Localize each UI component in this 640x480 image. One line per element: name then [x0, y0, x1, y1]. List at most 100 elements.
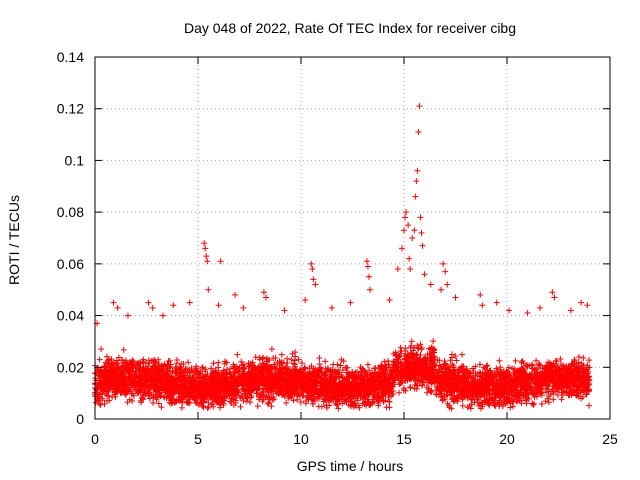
- data-point: [242, 380, 249, 387]
- data-point: [148, 357, 155, 364]
- data-point: [283, 378, 290, 385]
- data-point: [464, 404, 471, 411]
- data-point: [394, 368, 401, 375]
- data-point: [571, 356, 578, 363]
- data-point: [177, 390, 184, 397]
- data-point: [374, 398, 381, 405]
- data-point: [202, 366, 209, 373]
- data-point: [180, 360, 187, 367]
- data-point: [241, 390, 248, 397]
- data-point: [483, 363, 490, 370]
- data-point: [454, 378, 461, 385]
- data-point: [533, 391, 540, 398]
- data-point: [284, 360, 291, 367]
- data-point: [556, 368, 563, 375]
- data-point: [449, 361, 456, 368]
- data-point: [148, 391, 155, 398]
- data-point: [129, 397, 136, 404]
- data-point: [136, 364, 143, 371]
- data-point: [569, 388, 576, 395]
- data-point: [504, 372, 511, 379]
- data-point: [519, 371, 526, 378]
- data-point: [120, 346, 127, 353]
- data-point: [469, 365, 476, 372]
- data-point: [196, 385, 203, 392]
- data-point: [544, 382, 551, 389]
- data-point: [220, 368, 227, 375]
- data-point: [249, 361, 256, 368]
- data-point: [270, 355, 277, 362]
- data-point: [309, 400, 316, 407]
- data-point: [414, 344, 421, 351]
- data-point: [252, 354, 259, 361]
- data-point: [574, 366, 581, 373]
- data-point: [526, 373, 533, 380]
- data-point: [164, 367, 171, 374]
- data-point: [263, 356, 270, 363]
- data-point: [118, 389, 125, 396]
- data-point: [424, 355, 431, 362]
- data-point: [480, 364, 487, 371]
- data-point: [403, 374, 410, 381]
- data-point: [518, 382, 525, 389]
- data-point: [543, 376, 550, 383]
- data-point: [452, 353, 459, 360]
- data-point: [334, 401, 341, 408]
- data-point: [316, 355, 323, 362]
- data-point: [238, 393, 245, 400]
- data-point: [224, 366, 231, 373]
- data-point: [430, 369, 437, 376]
- data-point: [241, 385, 248, 392]
- data-point: [316, 370, 323, 377]
- data-point: [348, 372, 355, 379]
- data-point: [463, 377, 470, 384]
- data-point: [287, 366, 294, 373]
- data-point: [245, 360, 252, 367]
- data-point: [112, 373, 119, 380]
- data-point: [295, 356, 302, 363]
- data-point: [329, 383, 336, 390]
- data-point: [345, 401, 352, 408]
- data-point: [537, 369, 544, 376]
- data-point: [533, 357, 540, 364]
- data-point: [204, 405, 211, 412]
- data-point: [524, 363, 531, 370]
- data-point: [554, 385, 561, 392]
- data-point: [392, 349, 399, 356]
- data-point: [130, 358, 137, 365]
- data-point: [149, 378, 156, 385]
- data-point: [486, 399, 493, 406]
- data-point: [356, 404, 363, 411]
- data-point: [291, 363, 298, 370]
- data-point: [563, 370, 570, 377]
- data-point: [405, 354, 412, 361]
- data-point: [365, 396, 372, 403]
- data-point: [151, 362, 158, 369]
- data-point: [138, 384, 145, 391]
- data-point: [267, 396, 274, 403]
- data-point: [558, 361, 565, 368]
- data-point: [518, 359, 525, 366]
- data-point: [458, 376, 465, 383]
- data-point: [476, 373, 483, 380]
- data-point: [151, 356, 158, 363]
- data-point: [399, 379, 406, 386]
- data-point: [436, 362, 443, 369]
- data-point: [471, 392, 478, 399]
- data-point: [232, 399, 239, 406]
- data-point: [512, 357, 519, 364]
- data-point: [586, 364, 593, 371]
- data-point: [369, 399, 376, 406]
- data-point: [315, 403, 322, 410]
- data-point: [292, 366, 299, 373]
- data-point: [481, 374, 488, 381]
- data-point: [422, 358, 429, 365]
- data-point: [428, 378, 435, 385]
- data-point: [415, 345, 422, 352]
- data-point: [310, 368, 317, 375]
- data-point: [535, 362, 542, 369]
- data-point: [433, 370, 440, 377]
- data-point: [99, 388, 106, 395]
